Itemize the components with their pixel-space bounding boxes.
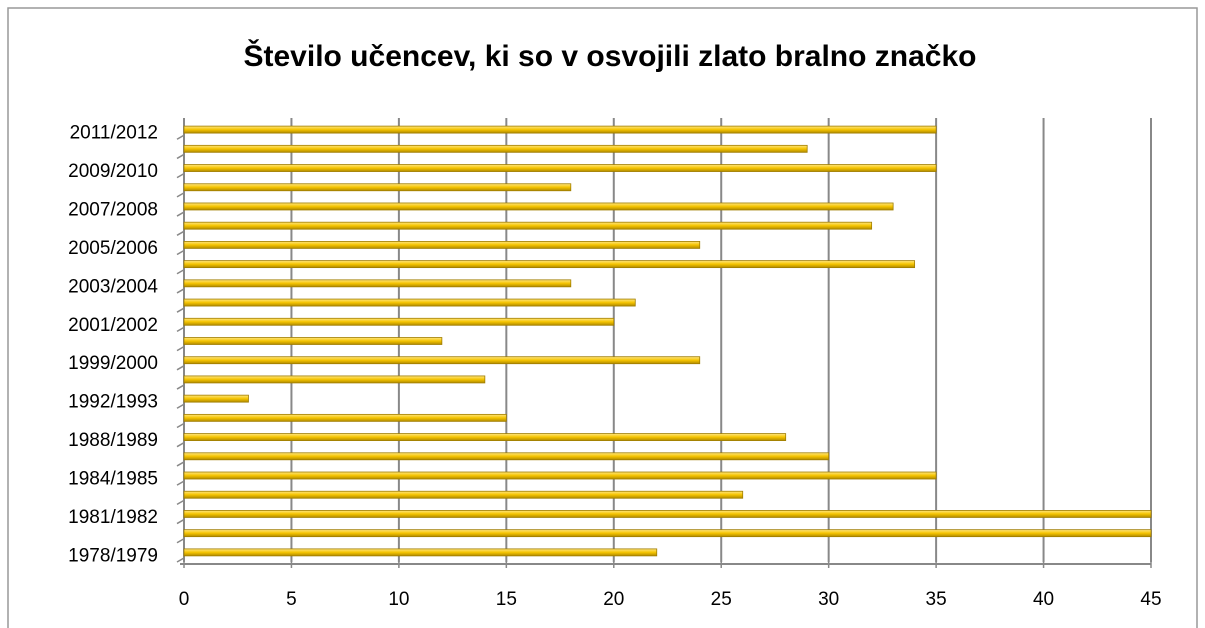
bar	[183, 356, 701, 365]
y-tick	[176, 422, 185, 429]
y-tick-label: 1992/1993	[68, 392, 158, 413]
y-tick	[176, 134, 185, 140]
y-tick	[176, 269, 185, 275]
bar	[183, 241, 701, 249]
y-tick-label: 1988/1989	[68, 430, 158, 451]
y-tick-label: 1999/2000	[68, 353, 158, 374]
y-tick-label: 2007/2008	[68, 199, 158, 220]
x-tick-label: 15	[496, 589, 517, 610]
y-tick	[176, 557, 185, 563]
bar	[183, 144, 808, 153]
y-tick	[176, 461, 185, 467]
x-tick-label: 5	[286, 589, 297, 610]
bar	[183, 471, 937, 480]
x-tick-label: 45	[1140, 589, 1161, 610]
chart-title: Število učencev, ki so v osvojili zlato …	[243, 39, 976, 73]
y-tick	[176, 384, 185, 390]
bar	[183, 279, 572, 288]
y-tick-label: 1984/1985	[68, 469, 158, 490]
bar	[183, 260, 916, 269]
bar	[183, 490, 744, 499]
bar	[183, 452, 830, 461]
x-tick-label: 10	[388, 589, 409, 610]
bar	[183, 529, 1152, 538]
bar	[183, 125, 937, 134]
y-tick	[176, 307, 185, 313]
bar	[183, 164, 937, 172]
y-tick-label: 2011/2012	[70, 123, 158, 144]
y-tick	[176, 365, 185, 371]
x-tick-label: 30	[818, 589, 839, 610]
y-tick-label: 2009/2010	[68, 161, 158, 182]
chart-border	[7, 7, 1198, 628]
bar	[183, 510, 1152, 518]
y-tick	[176, 192, 185, 198]
bar	[183, 548, 658, 557]
y-tick-label: 1981/1982	[68, 507, 158, 528]
bar	[183, 298, 636, 307]
y-tick	[176, 499, 185, 505]
x-tick-label: 35	[926, 589, 947, 610]
y-tick	[176, 538, 185, 544]
bar	[183, 337, 443, 345]
bar	[183, 413, 507, 422]
y-tick	[176, 518, 185, 525]
x-tick-label: 20	[603, 589, 624, 610]
y-tick	[176, 403, 185, 409]
y-tick-label: 2001/2002	[68, 315, 158, 336]
x-tick-label: 0	[179, 589, 190, 610]
y-tick	[176, 211, 185, 217]
x-tick-label: 25	[711, 589, 732, 610]
y-tick	[176, 230, 185, 236]
y-tick	[176, 153, 185, 160]
bar	[183, 433, 787, 441]
bar	[183, 183, 572, 192]
y-tick	[176, 326, 185, 333]
y-tick	[176, 442, 185, 448]
x-tick-label: 40	[1033, 589, 1054, 610]
y-tick	[176, 345, 185, 352]
bar	[183, 202, 894, 211]
y-tick	[176, 249, 185, 256]
bar	[183, 221, 873, 230]
bar	[183, 317, 615, 326]
y-tick-label: 2005/2006	[68, 238, 158, 259]
y-tick	[176, 288, 185, 294]
y-tick	[176, 480, 185, 486]
y-tick-label: 1978/1979	[68, 545, 158, 566]
y-tick	[176, 173, 185, 179]
bar	[183, 394, 249, 403]
bar	[183, 375, 486, 384]
y-tick-label: 2003/2004	[68, 276, 158, 297]
